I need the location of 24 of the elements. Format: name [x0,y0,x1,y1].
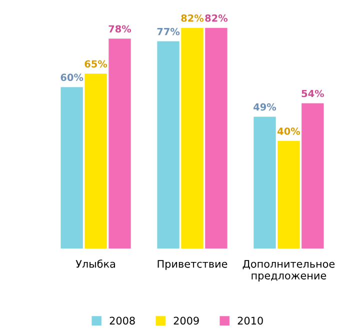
bar [108,38,131,249]
legend-label: 2008 [110,316,135,325]
bar [181,28,204,249]
data-label: 65% [84,60,108,68]
x-tick-label: Улыбка [76,260,115,268]
data-label: 82% [181,14,204,22]
bar [302,103,324,249]
data-label: 77% [157,28,180,36]
bar [205,28,228,249]
data-label: 54% [302,90,324,98]
bar [84,74,107,249]
bar [278,140,300,249]
x-tick-label: Дополнительное предложение [242,260,335,282]
legend-label: 2010 [238,316,263,325]
bar [60,87,83,249]
data-label: 40% [278,128,300,135]
data-label: 82% [205,14,228,22]
bar [254,116,276,249]
data-label: 49% [254,103,276,111]
bar [157,41,180,249]
legend-label: 2009 [174,316,199,325]
data-label: 78% [108,25,132,33]
x-tick-label: Приветствие [158,260,228,270]
data-label: 60% [60,74,84,82]
